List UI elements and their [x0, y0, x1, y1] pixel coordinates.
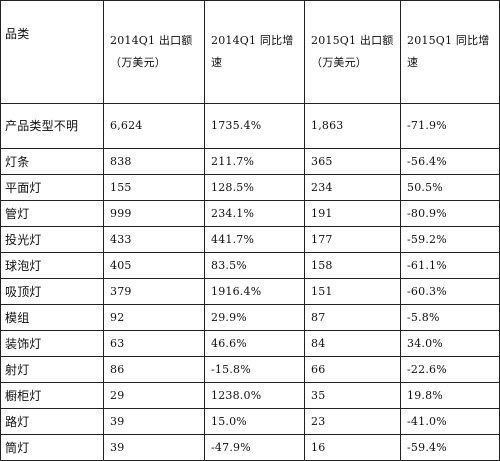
table-row: 灯条 838 211.7% 365 -56.4%	[0, 148, 500, 175]
growth-2014-cell: 234.1%	[204, 200, 305, 227]
export-2015-cell: 177	[304, 226, 401, 253]
export-2015-cell: 84	[304, 330, 401, 357]
table-row: 装饰灯 63 46.6% 84 34.0%	[0, 330, 500, 357]
export-2014-cell: 379	[103, 278, 205, 305]
export-2014-cell: 92	[103, 304, 205, 331]
export-2015-cell: 35	[304, 382, 401, 409]
export-2014-cell: 6,624	[103, 103, 205, 149]
growth-2015-cell: -41.0%	[400, 408, 500, 435]
header-2014q1-export: 2014Q1 出口额（万美元）	[103, 0, 205, 104]
export-2014-cell: 999	[103, 200, 205, 227]
export-2015-cell: 23	[304, 408, 401, 435]
export-2014-cell: 63	[103, 330, 205, 357]
export-2014-cell: 405	[103, 252, 205, 279]
export-2015-cell: 87	[304, 304, 401, 331]
growth-2014-cell: 46.6%	[204, 330, 305, 357]
table-header-row: 品类 2014Q1 出口额（万美元） 2014Q1 同比增速 2015Q1 出口…	[0, 0, 500, 104]
category-cell: 灯条	[0, 148, 104, 175]
growth-2015-cell: -80.9%	[400, 200, 500, 227]
category-cell: 管灯	[0, 200, 104, 227]
table-row: 平面灯 155 128.5% 234 50.5%	[0, 174, 500, 201]
export-2015-cell: 66	[304, 356, 401, 383]
export-2015-cell: 151	[304, 278, 401, 305]
export-2014-cell: 39	[103, 408, 205, 435]
category-cell: 射灯	[0, 356, 104, 383]
export-2015-cell: 234	[304, 174, 401, 201]
growth-2015-cell: -71.9%	[400, 103, 500, 149]
header-2014q1-growth: 2014Q1 同比增速	[204, 0, 305, 104]
growth-2015-cell: -59.2%	[400, 226, 500, 253]
category-cell: 产品类型不明	[0, 103, 104, 149]
growth-2015-cell: -60.3%	[400, 278, 500, 305]
category-cell: 橱柜灯	[0, 382, 104, 409]
growth-2014-cell: 1916.4%	[204, 278, 305, 305]
growth-2015-cell: -5.8%	[400, 304, 500, 331]
table-row: 射灯 86 -15.8% 66 -22.6%	[0, 356, 500, 383]
table-row: 球泡灯 405 83.5% 158 -61.1%	[0, 252, 500, 279]
export-2014-cell: 29	[103, 382, 205, 409]
growth-2015-cell: -56.4%	[400, 148, 500, 175]
category-cell: 路灯	[0, 408, 104, 435]
growth-2015-cell: -59.4%	[400, 434, 500, 461]
export-2015-cell: 191	[304, 200, 401, 227]
category-cell: 吸顶灯	[0, 278, 104, 305]
table-row: 吸顶灯 379 1916.4% 151 -60.3%	[0, 278, 500, 305]
header-category: 品类	[0, 0, 104, 104]
category-cell: 模组	[0, 304, 104, 331]
header-2015q1-growth: 2015Q1 同比增速	[400, 0, 500, 104]
category-cell: 平面灯	[0, 174, 104, 201]
growth-2015-cell: -22.6%	[400, 356, 500, 383]
category-cell: 投光灯	[0, 226, 104, 253]
growth-2014-cell: 1735.4%	[204, 103, 305, 149]
export-2015-cell: 365	[304, 148, 401, 175]
header-2015q1-export: 2015Q1 出口额（万美元）	[304, 0, 401, 104]
table-row: 管灯 999 234.1% 191 -80.9%	[0, 200, 500, 227]
growth-2014-cell: 29.9%	[204, 304, 305, 331]
export-2014-cell: 86	[103, 356, 205, 383]
export-2014-cell: 838	[103, 148, 205, 175]
growth-2015-cell: 50.5%	[400, 174, 500, 201]
table-row: 筒灯 39 -47.9% 16 -59.4%	[0, 434, 500, 461]
growth-2015-cell: -61.1%	[400, 252, 500, 279]
growth-2015-cell: 19.8%	[400, 382, 500, 409]
export-2014-cell: 433	[103, 226, 205, 253]
growth-2014-cell: 83.5%	[204, 252, 305, 279]
category-cell: 筒灯	[0, 434, 104, 461]
table-row: 模组 92 29.9% 87 -5.8%	[0, 304, 500, 331]
growth-2014-cell: 1238.0%	[204, 382, 305, 409]
growth-2015-cell: 34.0%	[400, 330, 500, 357]
table-row: 路灯 39 15.0% 23 -41.0%	[0, 408, 500, 435]
growth-2014-cell: 211.7%	[204, 148, 305, 175]
export-2014-cell: 155	[103, 174, 205, 201]
growth-2014-cell: 441.7%	[204, 226, 305, 253]
export-2015-cell: 158	[304, 252, 401, 279]
growth-2014-cell: 15.0%	[204, 408, 305, 435]
export-2015-cell: 16	[304, 434, 401, 461]
export-2014-cell: 39	[103, 434, 205, 461]
table-row: 产品类型不明 6,624 1735.4% 1,863 -71.9%	[0, 103, 500, 149]
growth-2014-cell: -15.8%	[204, 356, 305, 383]
table-row: 投光灯 433 441.7% 177 -59.2%	[0, 226, 500, 253]
growth-2014-cell: 128.5%	[204, 174, 305, 201]
table-row: 橱柜灯 29 1238.0% 35 19.8%	[0, 382, 500, 409]
category-cell: 球泡灯	[0, 252, 104, 279]
category-cell: 装饰灯	[0, 330, 104, 357]
export-2015-cell: 1,863	[304, 103, 401, 149]
growth-2014-cell: -47.9%	[204, 434, 305, 461]
